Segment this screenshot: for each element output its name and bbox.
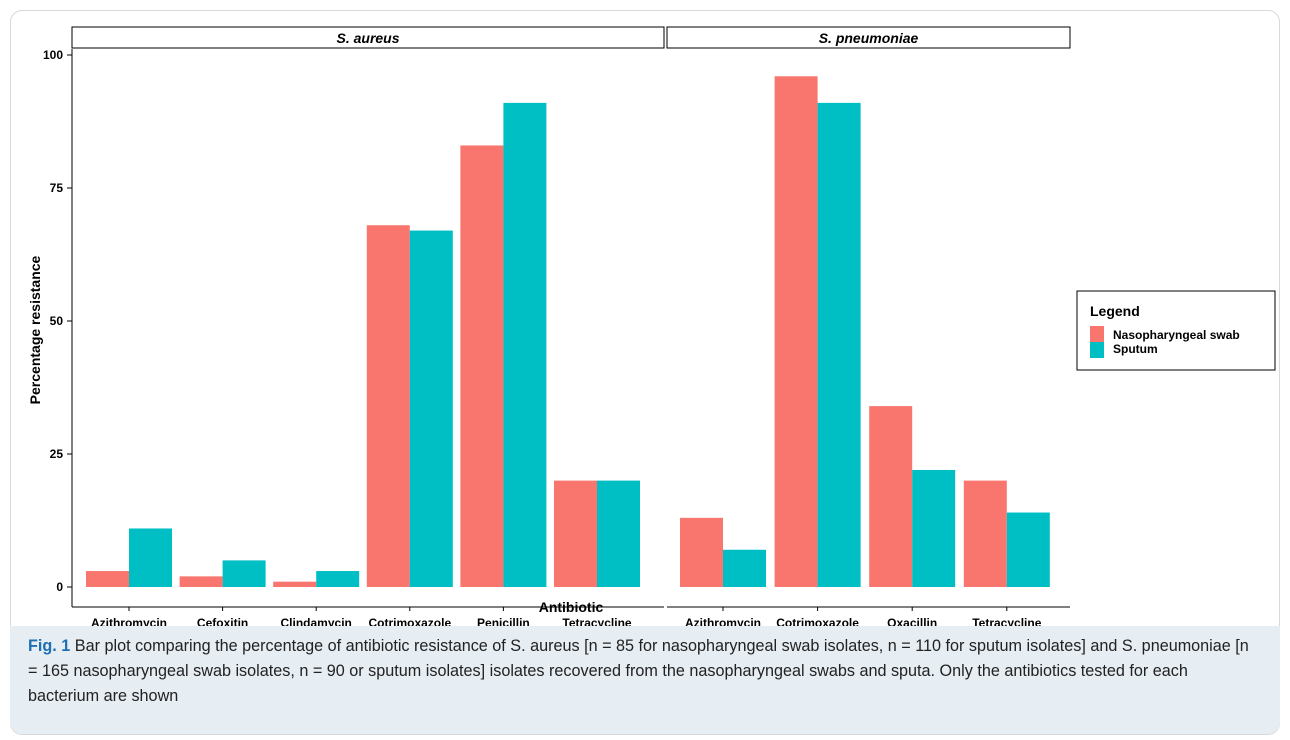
- bar-sputum: [817, 102, 861, 587]
- figure-caption: Fig. 1 Bar plot comparing the percentage…: [28, 634, 1262, 709]
- legend-title: Legend: [1090, 303, 1140, 319]
- bar-sputum: [222, 560, 266, 587]
- facet-strip: [666, 26, 1071, 49]
- bar-nasopharyngeal: [273, 581, 317, 587]
- bar-sputum: [129, 528, 172, 587]
- y-tick-label: 25: [50, 447, 64, 461]
- bar-sputum: [503, 102, 547, 587]
- figure-label: Fig. 1: [28, 637, 71, 655]
- figure-caption-panel: Fig. 1 Bar plot comparing the percentage…: [10, 626, 1280, 734]
- bar-sputum: [597, 480, 640, 587]
- y-tick-label: 50: [50, 314, 64, 328]
- legend-label-nasopharyngeal: Nasopharyngeal swab: [1113, 328, 1240, 342]
- bar-nasopharyngeal: [774, 76, 818, 587]
- bar-sputum: [912, 469, 956, 587]
- bar-sputum: [316, 571, 360, 587]
- legend-box: [1076, 290, 1276, 371]
- bar-nasopharyngeal: [460, 145, 504, 587]
- y-tick-label: 100: [43, 48, 63, 62]
- bar-nasopharyngeal: [554, 480, 597, 587]
- legend-label-sputum: Sputum: [1113, 342, 1158, 356]
- facet-strip-title: S. aureus: [336, 30, 399, 46]
- legend-swatch-sputum: [1090, 342, 1104, 358]
- bar-nasopharyngeal: [869, 406, 913, 587]
- x-axis-title: Antibiotic: [539, 599, 604, 615]
- facet-strip-title: S. pneumoniae: [819, 30, 919, 46]
- bar-nasopharyngeal: [86, 571, 129, 587]
- facet-strip: [71, 26, 665, 49]
- bar-nasopharyngeal: [963, 480, 1007, 587]
- bar-sputum: [1006, 512, 1050, 587]
- y-tick-label: 75: [50, 181, 64, 195]
- bar-sputum: [409, 230, 453, 587]
- caption-text: Bar plot comparing the percentage of ant…: [28, 637, 1249, 705]
- bar-sputum: [723, 549, 766, 587]
- bar-nasopharyngeal: [366, 225, 410, 588]
- bar-nasopharyngeal: [680, 517, 723, 587]
- y-axis-title: Percentage resistance: [27, 255, 43, 404]
- legend-swatch-nasopharyngeal: [1090, 326, 1104, 342]
- y-tick-label: 0: [56, 580, 63, 594]
- figure-frame: [10, 10, 1280, 735]
- bar-nasopharyngeal: [179, 576, 223, 587]
- legend: Legend Nasopharyngeal swab Sputum: [1076, 290, 1276, 371]
